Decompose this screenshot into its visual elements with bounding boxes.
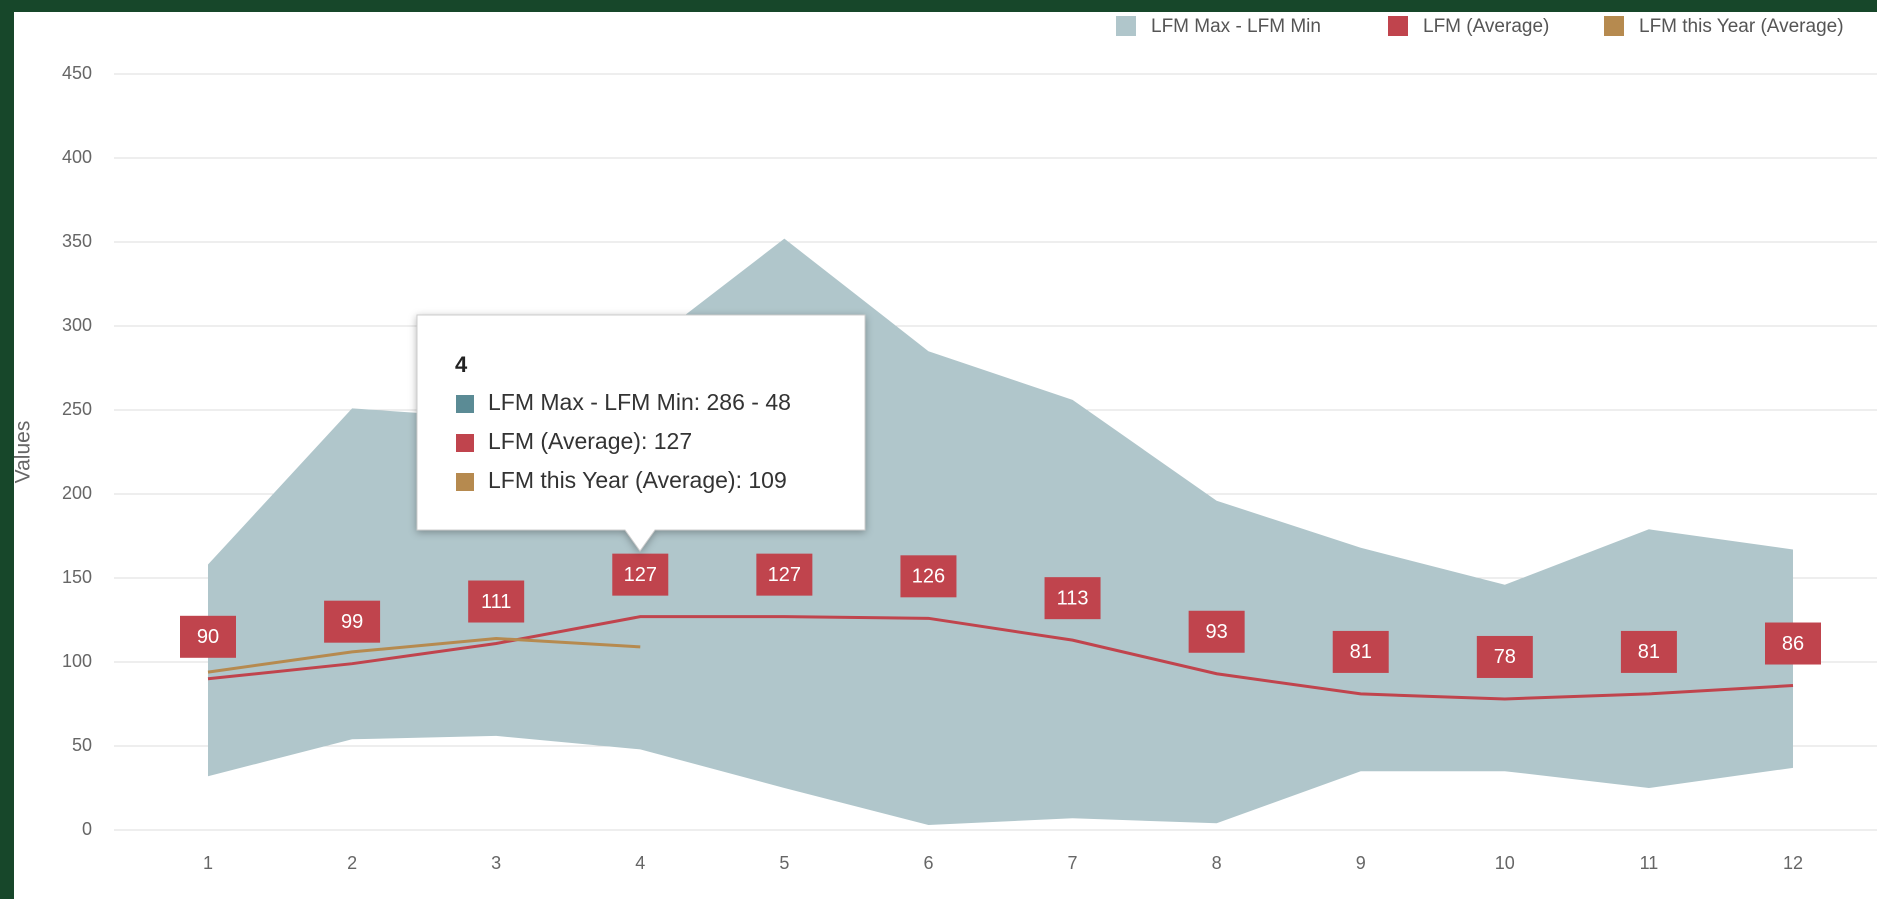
data-label-box	[1620, 630, 1677, 673]
series-line	[207, 615, 1794, 701]
tooltip-box	[416, 314, 866, 552]
legend-label: LFM (Average)	[1423, 16, 1549, 37]
data-label-box	[612, 553, 669, 596]
y-tick-label: 200	[62, 483, 92, 503]
tooltip-swatch	[456, 395, 474, 413]
legend-swatch	[1388, 16, 1408, 36]
data-label: 78	[1494, 646, 1516, 668]
legend-label: LFM this Year (Average)	[1639, 16, 1844, 37]
legend-swatch	[1604, 16, 1624, 36]
y-tick-label: 350	[62, 231, 92, 251]
y-axis-title: Values	[12, 421, 35, 484]
data-label: 126	[912, 566, 945, 588]
data-label-box	[756, 553, 813, 596]
x-tick-label: 8	[1212, 853, 1222, 873]
y-tick-label: 400	[62, 147, 92, 167]
data-label: 111	[481, 591, 511, 613]
x-tick-label: 4	[635, 853, 645, 873]
y-tick-label: 100	[62, 651, 92, 671]
x-tick-label: 12	[1783, 853, 1803, 873]
legend-label: LFM Max - LFM Min	[1151, 16, 1321, 37]
data-label-box	[1765, 622, 1821, 665]
data-label: 99	[341, 611, 363, 633]
data-label-box	[900, 555, 957, 598]
data-label-box	[1476, 635, 1533, 678]
data-label: 81	[1638, 641, 1660, 663]
data-label: 90	[197, 626, 219, 648]
data-label-box	[180, 615, 236, 658]
data-label-box	[468, 580, 525, 623]
x-tick-label: 6	[923, 853, 933, 873]
data-label-box	[1044, 577, 1101, 620]
tooltip-text: LFM this Year (Average): 109	[488, 467, 787, 493]
x-tick-label: 2	[347, 853, 357, 873]
x-tick-label: 7	[1068, 853, 1078, 873]
data-label: 86	[1782, 633, 1804, 655]
tooltip-swatch	[456, 434, 474, 452]
x-tick-label: 9	[1356, 853, 1366, 873]
data-label-box	[1332, 630, 1389, 673]
y-tick-label: 250	[62, 399, 92, 419]
y-tick-label: 0	[82, 819, 92, 839]
x-tick-label: 3	[491, 853, 501, 873]
tooltip-swatch	[456, 473, 474, 491]
data-label: 127	[768, 564, 801, 586]
y-tick-label: 150	[62, 567, 92, 587]
y-tick-label: 450	[62, 63, 92, 83]
y-tick-label: 300	[62, 315, 92, 335]
x-tick-label: 10	[1495, 853, 1515, 873]
data-label: 81	[1350, 641, 1372, 663]
x-tick-label: 5	[779, 853, 789, 873]
data-label-box	[324, 600, 381, 643]
series-line	[207, 636, 641, 674]
data-label-box	[1188, 610, 1245, 653]
x-tick-label: 11	[1640, 853, 1659, 873]
y-tick-label: 50	[72, 735, 92, 755]
tooltip-text: LFM Max - LFM Min: 286 - 48	[488, 389, 791, 415]
legend-swatch	[1116, 16, 1136, 36]
data-label: 113	[1057, 587, 1089, 609]
tooltip-title: 4	[455, 352, 468, 377]
x-tick-label: 1	[203, 853, 213, 873]
data-label: 93	[1206, 621, 1228, 643]
tooltip-text: LFM (Average): 127	[488, 428, 692, 454]
data-label: 127	[624, 564, 657, 586]
